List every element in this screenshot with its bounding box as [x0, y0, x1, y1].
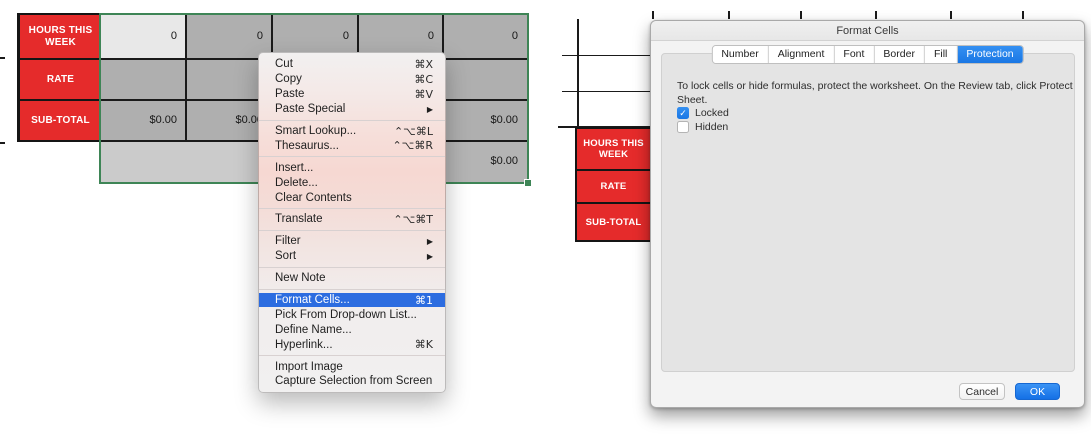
menu-item-define-name[interactable]: Define Name... [275, 323, 352, 336]
gridline [0, 142, 5, 144]
menu-separator [259, 266, 445, 268]
tab-border[interactable]: Border [874, 46, 925, 63]
context-menu: Cut ⌘X Copy ⌘C Paste ⌘V Paste Special ▶ … [258, 52, 446, 393]
tab-alignment[interactable]: Alignment [768, 46, 835, 63]
row-header-subtotal[interactable]: SUB-TOTAL [577, 204, 650, 240]
gridline [0, 57, 5, 59]
hidden-checkbox[interactable] [677, 121, 689, 133]
menu-item-format-cells[interactable]: Format Cells... ⌘1 [259, 292, 445, 308]
menu-item-delete[interactable]: Delete... [275, 176, 318, 189]
checkmark-icon: ✓ [679, 107, 687, 118]
menu-item-filter[interactable]: Filter ▶ [275, 235, 433, 248]
row-header-label: RATE [46, 73, 75, 85]
active-cell[interactable] [101, 15, 186, 58]
menu-item-cut[interactable]: Cut ⌘X [275, 57, 433, 71]
row-header-label: HOURS THIS WEEK [28, 24, 93, 48]
spreadsheet-cell[interactable]: $0.00 [235, 114, 263, 126]
hidden-checkbox-row: Hidden [677, 121, 728, 133]
menu-item-paste-special[interactable]: Paste Special ▶ [275, 103, 433, 116]
dialog-tab-bar: Number Alignment Font Border Fill Protec… [711, 45, 1024, 64]
row-header-rate[interactable]: RATE [20, 60, 101, 99]
gridline [652, 11, 654, 19]
row-header-label: HOURS THIS WEEK [583, 138, 644, 160]
tab-font[interactable]: Font [834, 46, 875, 63]
menu-separator [259, 229, 445, 231]
spreadsheet-cell[interactable]: $0.00 [149, 114, 177, 126]
menu-item-capture-selection[interactable]: Capture Selection from Screen [275, 375, 433, 388]
spreadsheet-cell[interactable]: 0 [342, 30, 349, 42]
row-header-label: SUB-TOTAL [31, 114, 90, 126]
locked-checkbox-row: ✓ Locked [677, 107, 729, 119]
menu-item-sort[interactable]: Sort ▶ [275, 250, 433, 263]
gridline [950, 11, 952, 19]
format-cells-dialog: Format Cells Number Alignment Font Borde… [650, 20, 1085, 408]
dialog-titlebar[interactable]: Format Cells [651, 21, 1084, 41]
gridline [875, 11, 877, 19]
menu-item-smart-lookup[interactable]: Smart Lookup... ⌃⌥⌘L [275, 124, 433, 138]
gridline [1022, 11, 1024, 19]
row-header-hours[interactable]: HOURS THIS WEEK [20, 15, 101, 58]
spreadsheet-cell[interactable]: 0 [511, 30, 518, 42]
spreadsheet-cell[interactable]: 0 [256, 30, 263, 42]
submenu-arrow-icon: ▶ [426, 251, 433, 261]
menu-item-translate[interactable]: Translate ⌃⌥⌘T [275, 212, 433, 226]
locked-checkbox[interactable]: ✓ [677, 107, 689, 119]
spreadsheet-cell[interactable]: 0 [427, 30, 434, 42]
hidden-label: Hidden [695, 121, 729, 133]
spreadsheet-cell[interactable]: $0.00 [490, 114, 518, 126]
dialog-title: Format Cells [836, 24, 899, 37]
menu-separator [259, 156, 445, 158]
locked-label: Locked [695, 107, 729, 119]
tab-protection[interactable]: Protection [957, 46, 1023, 63]
protection-instruction-text: To lock cells or hide formulas, protect … [677, 80, 1073, 106]
total-cell[interactable] [443, 141, 527, 182]
menu-item-clear-contents[interactable]: Clear Contents [275, 191, 352, 204]
cancel-button[interactable]: Cancel [959, 383, 1005, 400]
menu-separator [259, 288, 445, 290]
menu-separator [259, 208, 445, 210]
ok-button[interactable]: OK [1015, 383, 1060, 400]
gridline [562, 91, 650, 92]
row-header-label: SUB-TOTAL [585, 216, 642, 228]
dialog-content-panel [661, 53, 1075, 372]
menu-item-thesaurus[interactable]: Thesaurus... ⌃⌥⌘R [275, 139, 433, 153]
gridline [185, 15, 187, 140]
selection-handle[interactable] [524, 179, 532, 187]
row-header-subtotal[interactable]: SUB-TOTAL [20, 101, 101, 140]
row-header-rate[interactable]: RATE [577, 171, 650, 202]
gridline [728, 11, 730, 19]
row-header-hours[interactable]: HOURS THIS WEEK [577, 129, 650, 169]
menu-item-new-note[interactable]: New Note [275, 272, 326, 285]
submenu-arrow-icon: ▶ [426, 104, 433, 114]
menu-item-import-image[interactable]: Import Image [275, 360, 343, 373]
menu-item-copy[interactable]: Copy ⌘C [275, 72, 433, 86]
submenu-arrow-icon: ▶ [426, 236, 433, 246]
gridline [562, 55, 650, 56]
menu-item-hyperlink[interactable]: Hyperlink... ⌘K [275, 338, 433, 352]
menu-separator [259, 119, 445, 121]
tab-fill[interactable]: Fill [924, 46, 958, 63]
spreadsheet-cell[interactable]: $0.00 [490, 155, 518, 167]
gridline [800, 11, 802, 19]
menu-item-insert[interactable]: Insert... [275, 161, 314, 174]
tab-number[interactable]: Number [712, 46, 769, 63]
menu-item-paste[interactable]: Paste ⌘V [275, 87, 433, 101]
menu-separator [259, 355, 445, 357]
row-header-label: RATE [600, 181, 627, 192]
menu-item-pick-from-dropdown-list[interactable]: Pick From Drop-down List... [275, 308, 417, 321]
spreadsheet-cell[interactable]: 0 [170, 30, 177, 42]
gridline [577, 19, 579, 127]
